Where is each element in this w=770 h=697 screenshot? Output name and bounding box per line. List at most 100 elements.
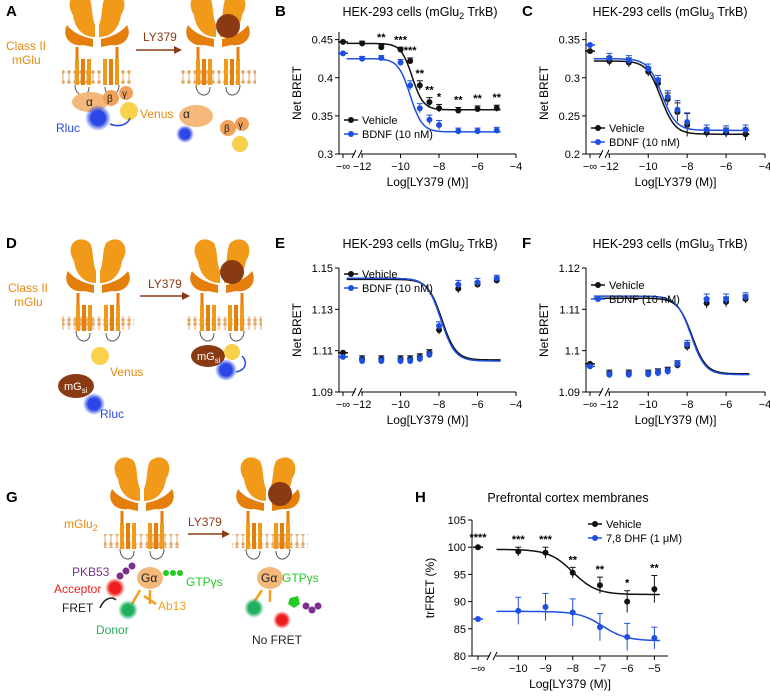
chart-e-ytick-label: 1.15	[312, 263, 333, 275]
chart-c-axis-break-2	[604, 149, 610, 159]
chart-h-xtick-label: −7	[594, 663, 607, 675]
chart-c-legend-marker	[595, 139, 601, 145]
chart-e-xtick-label: −6	[471, 399, 484, 411]
chart-b-significance: ***	[404, 45, 418, 57]
chart-h-xlabel: Log[LY379 (M)]	[529, 677, 611, 691]
alpha-label-a: α	[86, 95, 93, 109]
chart-f-xtick-label: −6	[720, 399, 733, 411]
chart-b-series-treated-point	[493, 127, 500, 134]
panel-label-e: E	[275, 235, 285, 252]
chart-h-series-treated-point	[596, 624, 603, 631]
mgsi-label-d-bound: mGsi	[197, 351, 221, 365]
chart-h-xtick-label: −10	[509, 663, 528, 675]
chart-f-legend-label: Vehicle	[609, 280, 644, 292]
chart-f-series-treated-point	[684, 341, 691, 348]
gamma-subunit-a	[119, 86, 133, 100]
galpha-label-left: Gα	[141, 571, 157, 585]
chart-h-series-treated-point	[624, 633, 631, 640]
chart-e-series-treated-point	[416, 355, 423, 362]
gtp-bead-1	[163, 570, 169, 576]
gtp-label-right: GTPγs	[282, 571, 319, 585]
beta-subunit-a	[103, 90, 119, 106]
chart-e-series-treated-point	[397, 358, 404, 364]
mgsi-d-bound	[191, 345, 225, 367]
ligand-a	[216, 14, 240, 38]
chart-e-legend-label: Vehicle	[362, 269, 397, 281]
chart-h-series-vehicle-point	[515, 548, 522, 555]
chart-f-xtick-label: −4	[759, 399, 770, 411]
venus-label-d: Venus	[110, 365, 143, 379]
chart-f-series-treated-point	[606, 371, 613, 378]
gamma-label-a-free: γ	[238, 120, 243, 131]
mgsi-label-d-free: mGsi	[64, 381, 88, 395]
alpha-subunit-a-free	[179, 105, 213, 127]
chart-b-series-vehicle-point	[436, 105, 443, 112]
chart-c-xtick-label: −8	[681, 161, 694, 173]
gtp-free	[288, 596, 300, 608]
drug-label-a: LY379	[143, 30, 177, 44]
chart-c-series-treated-point	[645, 65, 652, 72]
fret-arrow	[99, 597, 117, 609]
chart-b-xtick-inf-label: −∞	[336, 161, 350, 173]
chart-h-ytick-label: 100	[448, 542, 466, 554]
diagram-a: Class II mGlu α β γ Venus Rluc LY379 α β…	[6, 0, 256, 152]
chart-b-series-vehicle-point	[359, 40, 366, 47]
donor-label: Donor	[96, 623, 129, 637]
chart-h-series-vehicle-fit	[496, 548, 660, 596]
chart-b-series-vehicle-point	[455, 107, 462, 114]
chart-h-legend-marker	[592, 535, 598, 541]
chart-e-ylabel: Net BRET	[290, 302, 304, 357]
chart-b-series-vehicle-point	[407, 57, 414, 64]
chart-f-xlabel: Log[LY379 (M)]	[635, 413, 717, 427]
chart-e: HEK-293 cells (mGlu2 TrkB) 1.09 1.11 1.13 1.…	[290, 237, 522, 427]
chart-f-xtick-label: −10	[639, 399, 658, 411]
chart-b-ytick-label: 0.4	[318, 73, 333, 85]
membrane-d-right	[186, 316, 262, 330]
chart-c-title: HEK-293 cells (mGlu3 TrkB)	[592, 5, 747, 21]
chart-e-series-treated-point	[378, 358, 385, 364]
pkb53-bead-2	[122, 567, 130, 575]
chart-b-series-vehicle-point	[474, 106, 481, 113]
chart-b-series-treated-point	[455, 128, 462, 135]
chart-b-series-treated-baseline-point	[340, 50, 346, 57]
chart-h-series-treated-point	[515, 607, 522, 614]
chart-h-series-vehicle-baseline-point	[475, 544, 481, 551]
chart-h-series-vehicle-point	[542, 549, 549, 556]
chart-e-xtick-label: −12	[353, 399, 372, 411]
chart-h-series-vehicle-point	[624, 598, 631, 605]
chart-f-ytick-label: 1.1	[565, 346, 580, 358]
diagram-d-receptor-label-2: mGlu	[14, 295, 43, 309]
panel-label-d: D	[6, 235, 17, 252]
chart-f-series-treated-point	[625, 371, 632, 378]
panel-label-a: A	[6, 3, 17, 20]
beta-subunit-a-free	[220, 120, 236, 136]
pkb53-label: PKB53	[72, 565, 110, 579]
chart-h-significance: ***	[512, 534, 526, 546]
chart-c-series-treated-point	[664, 93, 671, 100]
chart-c-series-treated-baseline-point	[587, 41, 593, 48]
chart-h-ytick-label: 80	[454, 651, 466, 663]
chart-h-series-treated-point	[651, 635, 658, 642]
chart-b-series-treated-point	[416, 105, 423, 112]
panel-label-f: F	[522, 235, 531, 252]
chart-e-series-treated-point	[474, 279, 481, 286]
ab13-label: Ab13	[158, 599, 186, 613]
chart-c-ytick-label: 0.35	[559, 35, 580, 47]
chart-c-xtick-label: −6	[720, 161, 733, 173]
chart-b-series-treated-point	[436, 122, 443, 129]
chart-h-ytick-label: 105	[448, 515, 466, 527]
arrowhead-a	[174, 46, 182, 54]
chart-b-axis-break-2	[357, 149, 363, 159]
chart-h-xtick-label: −5	[648, 663, 661, 675]
chart-e-series-treated-point	[359, 358, 366, 364]
chart-e-series-treated-point	[455, 281, 462, 288]
chart-f-series-treated-point	[645, 371, 652, 378]
venus-a-right	[232, 136, 248, 152]
chart-h: Prefrontal cortex membranes 80 85 90 95 100 10…	[423, 491, 682, 691]
chart-h-series-treated-point	[569, 609, 576, 616]
fret-label: FRET	[62, 601, 94, 615]
chart-c-series-treated-point	[723, 127, 730, 134]
chart-h-ytick-label: 90	[454, 597, 466, 609]
pkb53-free-2	[308, 606, 316, 614]
